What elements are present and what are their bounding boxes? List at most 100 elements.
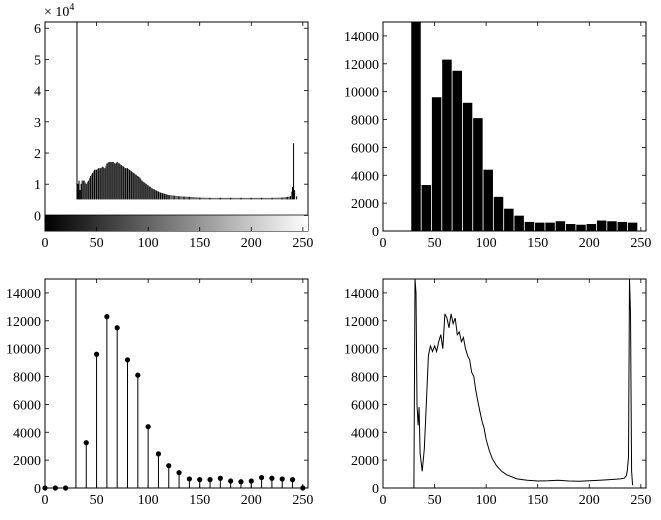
- stem-marker: [186, 476, 192, 482]
- stem-marker: [114, 325, 120, 331]
- x-tick-label: 50: [428, 236, 442, 251]
- bar: [504, 208, 514, 231]
- y-tick-label: 1: [34, 178, 41, 193]
- x-tick-label: 250: [292, 493, 313, 508]
- x-tick-label: 0: [42, 493, 49, 508]
- x-tick-label: 200: [241, 236, 262, 251]
- x-axis: 0 50 100 150 200 250: [42, 22, 313, 251]
- stem-marker: [238, 479, 244, 485]
- x-tick-label: 250: [630, 493, 651, 508]
- x-axis: 0 50 100 150 200 250: [380, 22, 651, 251]
- stem-marker: [155, 451, 162, 457]
- y-tick-label: 0: [34, 209, 41, 224]
- plot-frame: [382, 21, 647, 232]
- y-tick-label: 12000: [344, 58, 379, 73]
- stem-marker: [135, 372, 141, 378]
- y-tick-label: 0: [34, 482, 41, 497]
- y-tick-label: 10000: [6, 343, 41, 358]
- x-axis: 0 50 100 150 200 250: [42, 279, 313, 508]
- y-tick-label: 4: [34, 85, 41, 100]
- bar: [452, 70, 463, 232]
- stem-marker: [217, 475, 223, 481]
- bar: [493, 196, 504, 231]
- stem-marker: [279, 476, 285, 482]
- stem-marker: [176, 470, 182, 476]
- bar: [627, 222, 638, 231]
- bar: [545, 222, 555, 231]
- x-tick-label: 0: [380, 236, 387, 251]
- y-tick-label: 5: [34, 53, 41, 68]
- line-series: [413, 278, 634, 489]
- x-tick-label: 150: [189, 493, 210, 508]
- x-tick-label: 150: [527, 236, 548, 251]
- bar: [524, 221, 535, 231]
- y-tick-label: 6000: [351, 398, 379, 413]
- y-tick-label: 0: [372, 225, 379, 240]
- bar: [565, 224, 576, 231]
- bar: [462, 102, 473, 232]
- bar: [607, 221, 617, 231]
- bar: [483, 169, 493, 231]
- y-tick-label: 10000: [344, 86, 379, 101]
- plot-frame: [44, 21, 309, 232]
- x-axis: 0 50 100 150 200 250: [380, 279, 651, 508]
- y-axis: 0 2000 4000 6000 8000 10000 12000 14000: [344, 30, 646, 240]
- x-tick-label: 200: [241, 493, 262, 508]
- stem-marker: [197, 477, 203, 483]
- bar: [576, 224, 586, 231]
- stem-marker: [104, 314, 110, 320]
- y-tick-label: 4000: [351, 426, 379, 441]
- plot-frame: [44, 278, 309, 489]
- y-axis: 0 1 2 3 4 5 6: [34, 22, 308, 224]
- y-axis: 0 2000 4000 6000 8000 10000 12000 14000: [6, 287, 308, 497]
- stem-marker: [258, 474, 265, 481]
- y-tick-label: 2000: [13, 454, 41, 469]
- x-tick-label: 250: [292, 236, 313, 251]
- x-tick-label: 50: [428, 493, 442, 508]
- stems: [42, 279, 306, 491]
- y-tick-label: 3: [34, 116, 41, 131]
- hist-bars: [76, 22, 298, 200]
- y-tick-label: 10000: [344, 343, 379, 358]
- stem-marker: [269, 475, 275, 481]
- bar: [421, 185, 432, 231]
- stem-marker: [124, 357, 131, 363]
- panel-plot: 0 50 100 150 200 250 0 2000 4000 6000 8000 10000 12…: [344, 278, 651, 508]
- bar: [586, 224, 597, 231]
- bar: [473, 118, 483, 231]
- y-tick-label: 12000: [344, 315, 379, 330]
- bar: [535, 222, 545, 231]
- panel-bar: 0 50 100 150 200 250 0 2000 4000 6000 8000 10000 12…: [344, 21, 651, 251]
- y-tick-label: 14000: [344, 287, 379, 302]
- x-tick-label: 0: [42, 236, 49, 251]
- x-tick-label: 100: [476, 236, 497, 251]
- bar: [617, 221, 628, 231]
- y-tick-label: 14000: [6, 287, 41, 302]
- bar: [514, 215, 524, 231]
- y-tick-label: 8000: [351, 114, 379, 129]
- panel-imhist: 0 50 100 150 200 250 0 1 2 3 4 5 6 × 104: [34, 2, 313, 251]
- plot-line: [413, 278, 634, 489]
- x-tick-label: 100: [476, 493, 497, 508]
- stem-marker: [93, 351, 100, 357]
- y-tick-label: 6000: [351, 141, 379, 156]
- x-tick-label: 50: [90, 236, 104, 251]
- bar: [411, 22, 421, 231]
- stem-marker: [83, 440, 89, 446]
- y-tick-label: 8000: [351, 371, 379, 386]
- exponent-label: × 104: [44, 2, 74, 20]
- y-tick-label: 2000: [351, 454, 379, 469]
- x-tick-label: 100: [138, 493, 159, 508]
- y-tick-label: 12000: [6, 315, 41, 330]
- y-tick-label: 2: [34, 147, 41, 162]
- x-tick-label: 50: [90, 493, 104, 508]
- plot-frame: [382, 278, 647, 489]
- x-tick-label: 250: [630, 236, 651, 251]
- y-tick-label: 2000: [351, 197, 379, 212]
- stem-marker: [228, 478, 234, 484]
- colorbar: [45, 215, 308, 231]
- stem-marker: [145, 424, 151, 430]
- y-tick-label: 6: [34, 22, 41, 37]
- bar: [555, 221, 566, 231]
- y-tick-label: 0: [372, 482, 379, 497]
